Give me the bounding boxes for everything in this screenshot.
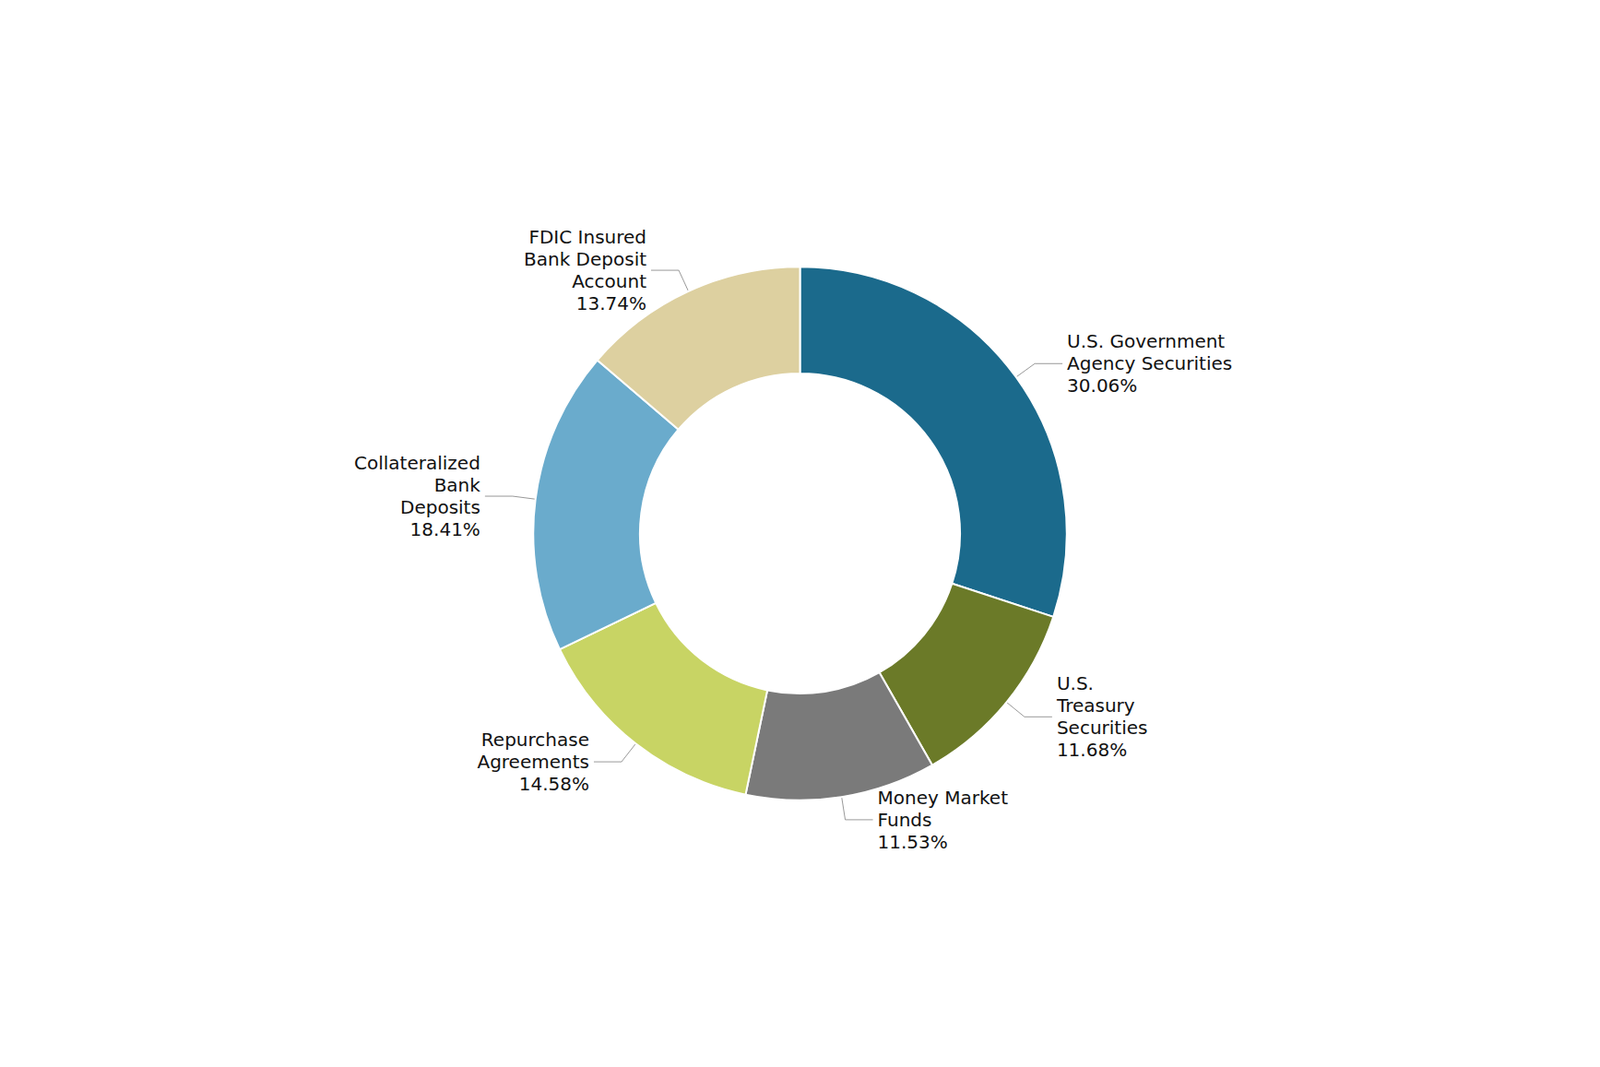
svg-text:Collateralized: Collateralized bbox=[354, 451, 481, 475]
svg-text:Bank: Bank bbox=[434, 474, 482, 497]
svg-text:Bank Deposit: Bank Deposit bbox=[523, 248, 647, 271]
svg-text:Account: Account bbox=[571, 270, 647, 293]
svg-text:FDIC Insured: FDIC Insured bbox=[528, 225, 647, 249]
svg-text:U.S.: U.S. bbox=[1056, 672, 1094, 695]
svg-text:Securities: Securities bbox=[1056, 716, 1149, 739]
svg-text:13.74%: 13.74% bbox=[576, 292, 647, 315]
svg-text:Repurchase: Repurchase bbox=[481, 728, 590, 751]
svg-text:Funds: Funds bbox=[877, 808, 933, 831]
svg-text:Agreements: Agreements bbox=[476, 750, 590, 773]
svg-text:U.S. Government: U.S. Government bbox=[1066, 330, 1225, 353]
svg-text:14.58%: 14.58% bbox=[519, 772, 590, 795]
svg-text:30.06%: 30.06% bbox=[1066, 374, 1138, 397]
svg-text:18.41%: 18.41% bbox=[410, 518, 481, 541]
svg-text:11.68%: 11.68% bbox=[1056, 738, 1127, 761]
svg-text:Agency Securities: Agency Securities bbox=[1066, 352, 1233, 375]
svg-text:11.53%: 11.53% bbox=[877, 830, 949, 854]
svg-text:Treasury: Treasury bbox=[1055, 694, 1136, 717]
svg-text:Deposits: Deposits bbox=[400, 496, 481, 519]
svg-text:Money Market: Money Market bbox=[877, 786, 1009, 809]
